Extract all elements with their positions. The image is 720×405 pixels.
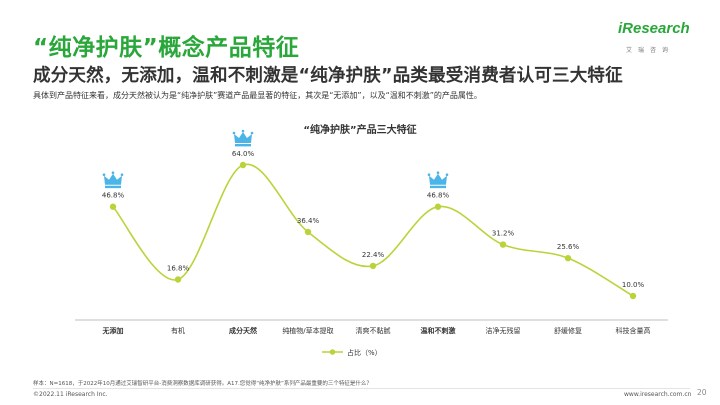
data-label: 46.8% [102, 192, 125, 200]
copyright: ©2022.11 iResearch Inc. [33, 391, 108, 398]
page-description: 具体到产品特征来看，成分天然被认为是“纯净护肤”赛道产品最显著的特征，其次是“无… [33, 91, 482, 100]
x-tick-label: 温和不刺激 [421, 326, 456, 335]
x-tick-label: 清爽不黏腻 [356, 326, 391, 335]
data-point [109, 203, 117, 210]
data-label: 25.6% [557, 243, 580, 251]
data-label: 10.0% [622, 281, 645, 289]
website-link[interactable]: www.iresearch.com.cn [624, 391, 692, 398]
x-tick-label: 纯植物/草本提取 [282, 326, 333, 335]
x-tick-label: 成分天然 [229, 326, 257, 335]
x-tick-label: 洁净无残留 [486, 326, 521, 335]
page-subtitle: 成分天然，无添加，温和不刺激是“纯净护肤”品类最受消费者认可三大特征 [33, 66, 623, 86]
page-title: “纯净护肤”概念产品特征 [33, 35, 300, 61]
crown-icon [102, 171, 124, 189]
data-label: 16.8% [167, 265, 190, 273]
data-label: 64.0% [232, 150, 255, 158]
crown-icon [427, 171, 449, 189]
x-tick-label: 无添加 [102, 326, 124, 335]
data-point [434, 203, 442, 210]
crown-icon [232, 129, 254, 147]
page-number: 20 [697, 388, 707, 397]
data-point [369, 262, 377, 270]
data-label: 36.4% [297, 217, 320, 225]
series-line [112, 163, 634, 297]
legend-label: 占比（%） [347, 348, 382, 357]
logo-word: iResearch [618, 20, 690, 37]
data-label: 31.2% [492, 230, 515, 238]
data-label: 46.8% [427, 192, 450, 200]
data-point [564, 254, 572, 262]
data-point [499, 241, 507, 248]
footer-divider [33, 388, 690, 389]
x-tick-label: 有机 [171, 326, 185, 335]
x-tick-label: 科技含量高 [616, 326, 651, 335]
chart-title: “纯净护肤”产品三大特征 [303, 123, 416, 136]
data-point [304, 228, 312, 236]
data-point [239, 161, 247, 169]
data-point [629, 292, 637, 300]
data-point [174, 276, 182, 283]
iresearch-logo: iResearch 艾瑞咨询 [618, 20, 694, 54]
logo-subtext: 艾瑞咨询 [626, 47, 675, 54]
x-tick-label: 舒缓修复 [554, 326, 582, 335]
data-label: 22.4% [362, 251, 385, 259]
footnote: 样本：N=1618，于2022年10月通过艾瑞智研平台-消费洞察数据库调研获得。… [33, 381, 372, 387]
legend: 占比（%） [322, 348, 382, 357]
